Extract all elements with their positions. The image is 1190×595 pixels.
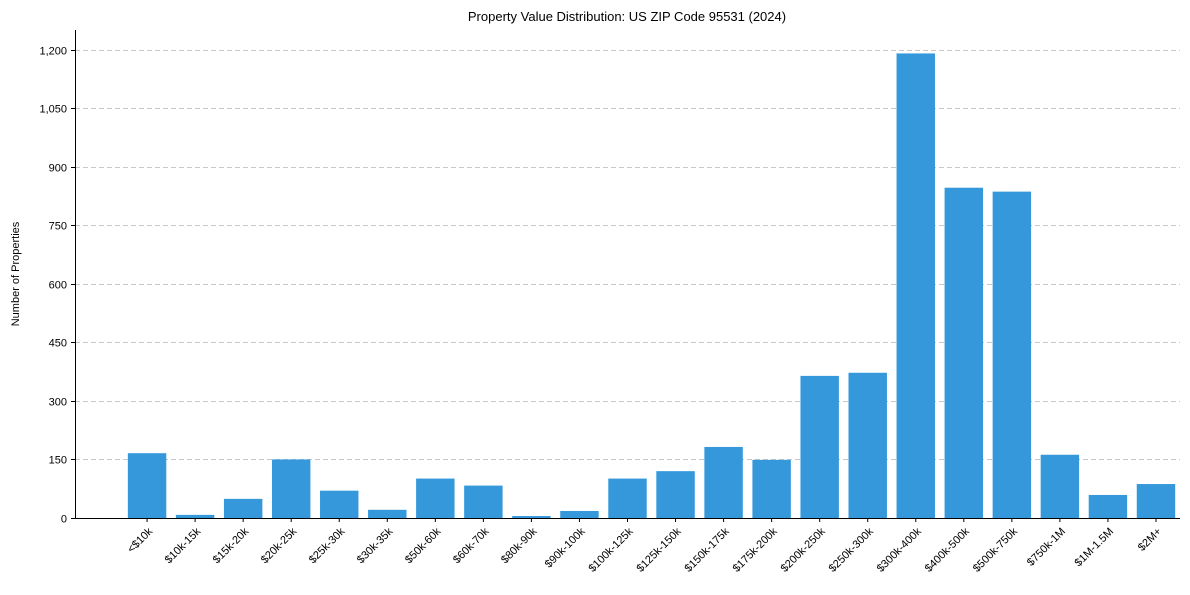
x-tick-label: <$10k [125, 525, 155, 555]
bar [992, 191, 1032, 518]
bar [512, 516, 551, 518]
bar [1040, 454, 1080, 518]
bar [704, 446, 743, 518]
bar [1136, 484, 1176, 518]
bar [271, 459, 311, 518]
x-tick-label: $1M-1.5M [1073, 526, 1117, 570]
bar [656, 471, 695, 518]
gridlines [75, 50, 1180, 460]
x-tick-label: $125k-150k [635, 525, 684, 574]
x-tick-label: $175k-200k [731, 525, 780, 574]
x-tick-label: $2M+ [1136, 526, 1164, 554]
x-tick-label: $30k-35k [355, 525, 396, 566]
bar [800, 375, 839, 518]
x-tick-label: $90k-100k [543, 525, 588, 570]
x-tick-label: $150k-175k [683, 525, 732, 574]
x-tick-label: $60k-70k [451, 525, 492, 566]
y-tick-label: 1,200 [39, 46, 67, 58]
bar [320, 490, 359, 518]
bar [416, 478, 455, 518]
bar [1088, 494, 1128, 518]
y-axis-label: Number of Properties [10, 221, 22, 326]
x-tick-label: $20k-25k [259, 525, 300, 566]
x-tick-label: $250k-300k [827, 525, 876, 574]
x-axis-ticks: <$10k $10k-15k $15k-20k $20k-25k $25k-30k $30… [125, 518, 1164, 575]
y-axis-ticks: 0 150 300 450 600 750 900 1,050 1,200 [39, 46, 75, 526]
bar [560, 510, 599, 518]
x-tick-label: $200k-250k [779, 525, 828, 574]
bar [175, 514, 215, 518]
y-tick-label: 300 [49, 397, 67, 409]
bar [127, 453, 167, 518]
y-tick-label: 900 [49, 163, 67, 175]
x-tick-label: $80k-90k [499, 525, 540, 566]
y-tick-label: 750 [49, 221, 67, 233]
y-tick-label: 0 [61, 514, 67, 526]
x-tick-label: $300k-400k [875, 525, 924, 574]
bar [848, 372, 887, 518]
y-tick-label: 600 [49, 280, 67, 292]
bar [752, 459, 791, 518]
bar [944, 187, 984, 518]
bar [464, 485, 503, 518]
bars [127, 53, 1176, 518]
x-tick-label: $15k-20k [211, 525, 252, 566]
y-tick-label: 450 [49, 338, 67, 350]
y-tick-label: 1,050 [39, 104, 67, 116]
bar [368, 509, 407, 518]
x-tick-label: $100k-125k [586, 525, 635, 574]
bar [223, 498, 263, 518]
x-tick-label: $25k-30k [307, 525, 348, 566]
x-tick-label: $50k-60k [403, 525, 444, 566]
x-tick-label: $500k-750k [971, 525, 1020, 574]
chart-title: Property Value Distribution: US ZIP Code… [468, 9, 786, 24]
x-tick-label: $400k-500k [923, 525, 972, 574]
y-tick-label: 150 [49, 455, 67, 467]
bar [896, 53, 935, 518]
bar [608, 478, 647, 518]
x-tick-label: $750k-1M [1025, 526, 1068, 569]
x-tick-label: $10k-15k [163, 525, 204, 566]
